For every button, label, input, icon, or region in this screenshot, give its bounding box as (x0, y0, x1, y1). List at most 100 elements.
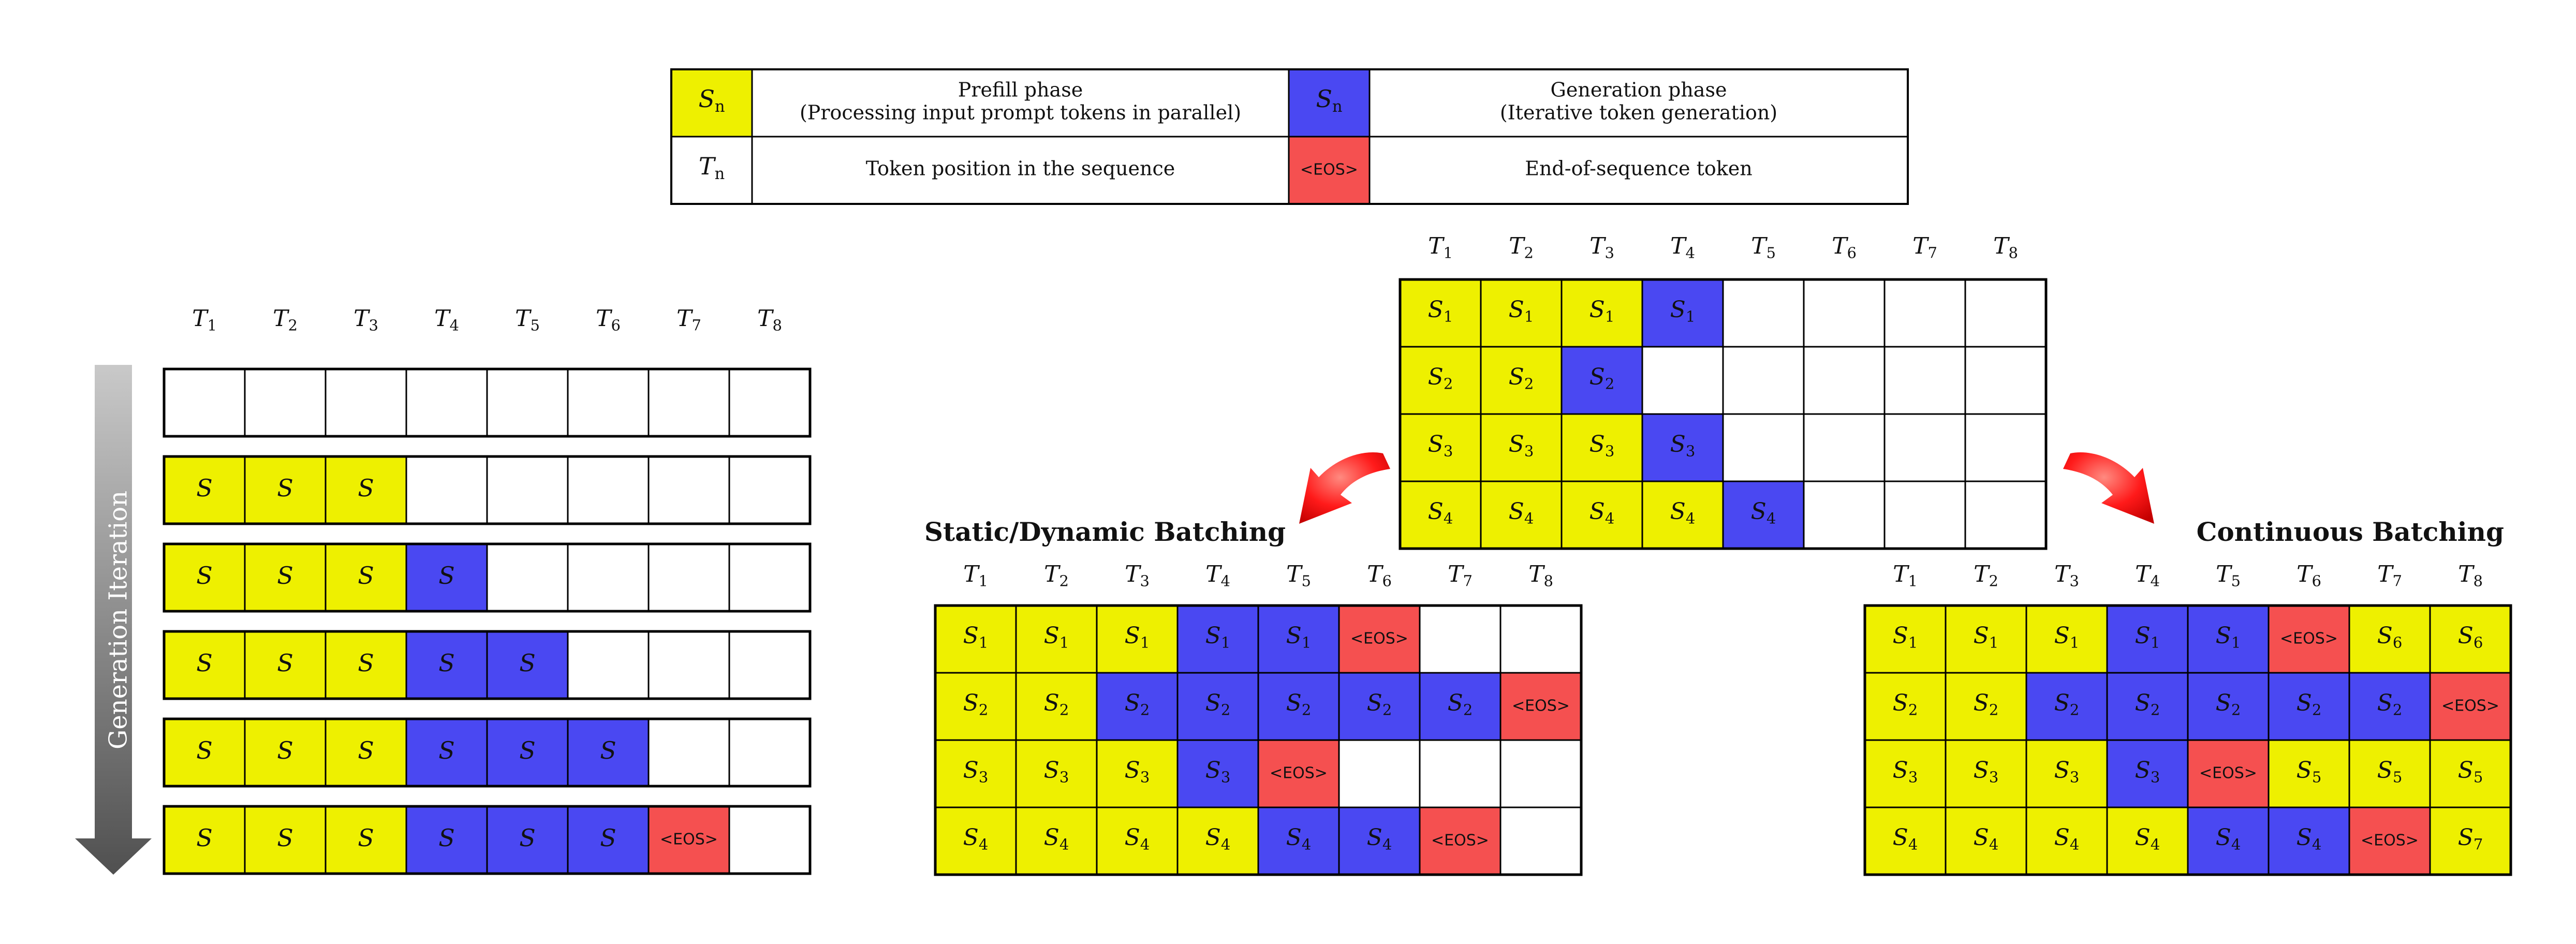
grid-cell (647, 368, 730, 437)
sequence-token-label: S3 (963, 757, 989, 786)
sequence-token-label: S4 (1125, 824, 1150, 853)
grid-cell: <EOS> (1257, 739, 1340, 808)
legend-description: (Iterative token generation) (1500, 101, 1777, 124)
grid-cell: S2 (2348, 672, 2431, 741)
grid-cell: S2 (1864, 672, 1947, 741)
grid-cell (486, 543, 569, 612)
token-header-t8: T8 (1528, 561, 1553, 590)
token-header-t5: T5 (515, 305, 540, 334)
grid-cell (728, 805, 811, 875)
token-header-t8: T8 (757, 305, 782, 334)
sequence-token-label: S1 (1044, 623, 1069, 652)
sequence-token-label: S1 (1205, 623, 1231, 652)
grid-cell (1964, 278, 2047, 348)
grid-cell: S4 (1722, 480, 1805, 550)
grid-cell (728, 455, 811, 525)
sequence-token-label: S1 (1893, 623, 1918, 652)
sequence-token-label: S2 (1509, 364, 1534, 393)
grid-cell: S (486, 805, 569, 875)
grid-cell: S3 (1480, 413, 1563, 482)
sequence-token-label: S3 (1589, 431, 1615, 460)
sequence-token-label: S (358, 562, 374, 589)
sequence-token-label: S (600, 824, 616, 852)
grid-cell: <EOS> (1338, 604, 1421, 674)
token-header-t5: T5 (2216, 561, 2241, 590)
grid-cell: S (244, 805, 327, 875)
grid-cell (1803, 278, 1886, 348)
grid-cell: S1 (934, 604, 1017, 674)
curved-arrow-left-icon (1299, 452, 1390, 524)
grid-cell: S2 (1419, 672, 1502, 741)
sequence-token-label: S (196, 562, 213, 589)
sequence-token-label: S4 (2135, 824, 2160, 853)
eos-token-label: <EOS> (660, 831, 718, 849)
sequence-token-label: S3 (1125, 757, 1150, 786)
sequence-token-label: S1 (1286, 623, 1312, 652)
grid-cell: S2 (2025, 672, 2108, 741)
token-header-t6: T6 (2297, 561, 2321, 590)
sequence-token-label: S3 (1509, 431, 1534, 460)
grid-cell: S3 (1399, 413, 1482, 482)
sequence-token-label: S2 (963, 690, 989, 719)
grid-cell: S6 (2348, 604, 2431, 674)
token-header-t3: T3 (354, 305, 378, 334)
grid-cell: S3 (2106, 739, 2189, 808)
sequence-token-label: S (438, 736, 455, 764)
grid-cell: S5 (2348, 739, 2431, 808)
table-row: S1 S1 S1 S1 S1 <EOS> (934, 604, 1582, 674)
grid-cell: S3 (934, 739, 1017, 808)
grid-cell: S1 (2025, 604, 2108, 674)
grid-cell: S (325, 718, 407, 787)
static-batching-title: Static/Dynamic Batching (924, 517, 1286, 547)
token-header-t7: T7 (1448, 561, 1473, 590)
grid-cell (1964, 413, 2047, 482)
token-header-t4: T4 (2135, 561, 2160, 590)
grid-cell (1803, 346, 1886, 415)
table-row: S4 S4 S4 S4 S4 S4 <EOS> S7 (1864, 806, 2512, 876)
grid-cell: S (163, 805, 246, 875)
grid-cell: <EOS> (1499, 672, 1582, 741)
sequence-token-label: S (519, 736, 536, 764)
grid-cell: <EOS> (1419, 806, 1502, 876)
grid-cell: S2 (2187, 672, 2270, 741)
sequence-token-label: S2 (1125, 690, 1150, 719)
table-row: S S S S S S <EOS> (163, 805, 812, 875)
grid-cell (647, 455, 730, 525)
legend-symbol: Sn (698, 85, 725, 116)
token-header-t3: T3 (2054, 561, 2079, 590)
grid-cell: <EOS> (647, 805, 730, 875)
grid-cell: S1 (1480, 278, 1563, 348)
legend-symbol: Sn (1316, 85, 1342, 116)
sequence-token-label: S2 (2297, 690, 2322, 719)
grid-cell: S4 (1399, 480, 1482, 550)
legend-item: Sn Prefill phase(Processing input prompt … (670, 68, 1290, 138)
grid-cell (1883, 346, 1966, 415)
grid-cell: S (163, 718, 246, 787)
table-row: S3 S3 S3 S3 <EOS> S5 S5 S5 (1864, 739, 2512, 808)
eos-token-label: <EOS> (1431, 832, 1489, 850)
sequence-token-label: S4 (1893, 824, 1918, 853)
grid-cell (567, 543, 650, 612)
token-header-t7: T7 (2377, 561, 2402, 590)
grid-cell: <EOS> (2348, 806, 2431, 876)
grid-cell (1499, 806, 1582, 876)
grid-cell: S2 (1257, 672, 1340, 741)
sequence-token-label: S2 (2054, 690, 2080, 719)
grid-cell: S3 (1641, 413, 1724, 482)
sequence-token-label: S1 (1589, 297, 1615, 326)
token-header-t2: T2 (1974, 561, 1998, 590)
sequence-token-label: S4 (1044, 824, 1069, 853)
eos-token-label: <EOS> (2361, 832, 2419, 850)
table-row: S2 S2 S2 (1399, 346, 2047, 415)
grid-cell (1883, 480, 1966, 550)
sequence-token-label: S1 (1428, 297, 1453, 326)
legend-description: Token position in the sequence (866, 157, 1175, 180)
grid-cell: S3 (1176, 739, 1259, 808)
down-arrow-icon (75, 365, 152, 875)
sequence-token-label: S3 (2054, 757, 2080, 786)
sequence-token-label: S3 (1974, 757, 1999, 786)
grid-cell: S (405, 543, 488, 612)
sequence-token-label: S2 (1893, 690, 1918, 719)
sequence-token-label: S2 (1974, 690, 1999, 719)
